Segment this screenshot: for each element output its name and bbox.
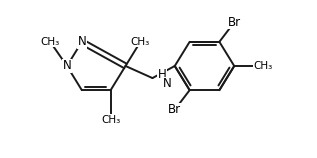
Text: CH₃: CH₃ <box>41 37 60 47</box>
Text: CH₃: CH₃ <box>101 115 120 125</box>
Text: N: N <box>62 60 71 73</box>
Text: H: H <box>157 68 166 81</box>
Text: CH₃: CH₃ <box>131 37 150 47</box>
Text: CH₃: CH₃ <box>253 61 273 71</box>
Text: N: N <box>77 35 86 48</box>
Text: Br: Br <box>168 103 181 116</box>
Text: N: N <box>163 77 172 90</box>
Text: Br: Br <box>228 16 241 29</box>
